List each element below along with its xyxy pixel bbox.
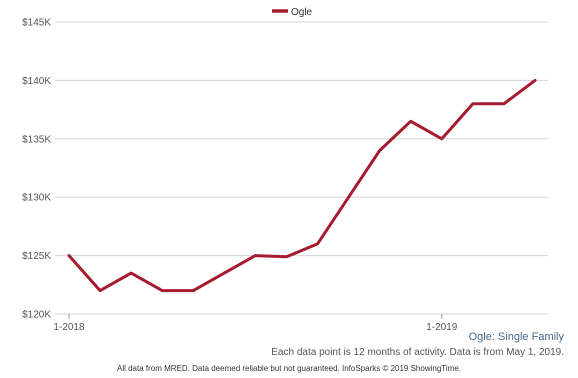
data-point-0-1[interactable] (98, 288, 103, 293)
data-point-0-8[interactable] (315, 241, 320, 246)
data-point-0-6[interactable] (253, 253, 258, 258)
data-point-0-4[interactable] (191, 288, 196, 293)
y-tick-label-1: $125K (22, 251, 51, 262)
y-tick-label-3: $135K (22, 134, 51, 145)
data-point-0-10[interactable] (377, 148, 382, 153)
series-line-0[interactable] (67, 78, 537, 293)
y-axis-ticks: $120K $125K $130K $135K $140K $145K (22, 18, 51, 321)
data-point-0-0[interactable] (67, 253, 72, 258)
data-point-0-7[interactable] (284, 254, 289, 259)
footer-disclaimer: All data from MRED. Data deemed reliable… (116, 364, 461, 373)
x-axis-ticks: 1-2018 1-2019 (53, 314, 458, 330)
legend-label-0: Ogle (291, 7, 313, 18)
data-point-0-2[interactable] (129, 271, 134, 276)
legend[interactable]: Ogle (272, 7, 313, 18)
y-tick-label-5: $145K (22, 18, 51, 29)
y-tick-label-2: $130K (22, 193, 51, 204)
data-note: Each data point is 12 months of activity… (271, 347, 564, 358)
data-point-0-9[interactable] (346, 195, 351, 200)
data-point-0-15[interactable] (533, 78, 538, 83)
x-tick-label-0: 1-2018 (53, 322, 85, 330)
x-tick-label-1: 1-2019 (426, 322, 458, 330)
line-chart: $120K$125K$130K$135K$140K$145K 1-2018 1-2… (22, 7, 548, 330)
series-group (67, 78, 538, 293)
data-point-0-14[interactable] (501, 101, 506, 106)
y-tick-label-0: $120K (22, 310, 51, 321)
data-point-0-3[interactable] (160, 288, 165, 293)
data-point-0-11[interactable] (408, 119, 413, 124)
data-point-0-5[interactable] (222, 271, 227, 276)
data-point-0-13[interactable] (470, 101, 475, 106)
y-tick-label-4: $140K (22, 76, 51, 87)
grid-lines (55, 21, 548, 315)
chart-subtitle: Ogle: Single Family (468, 331, 564, 343)
data-point-0-12[interactable] (439, 136, 444, 141)
